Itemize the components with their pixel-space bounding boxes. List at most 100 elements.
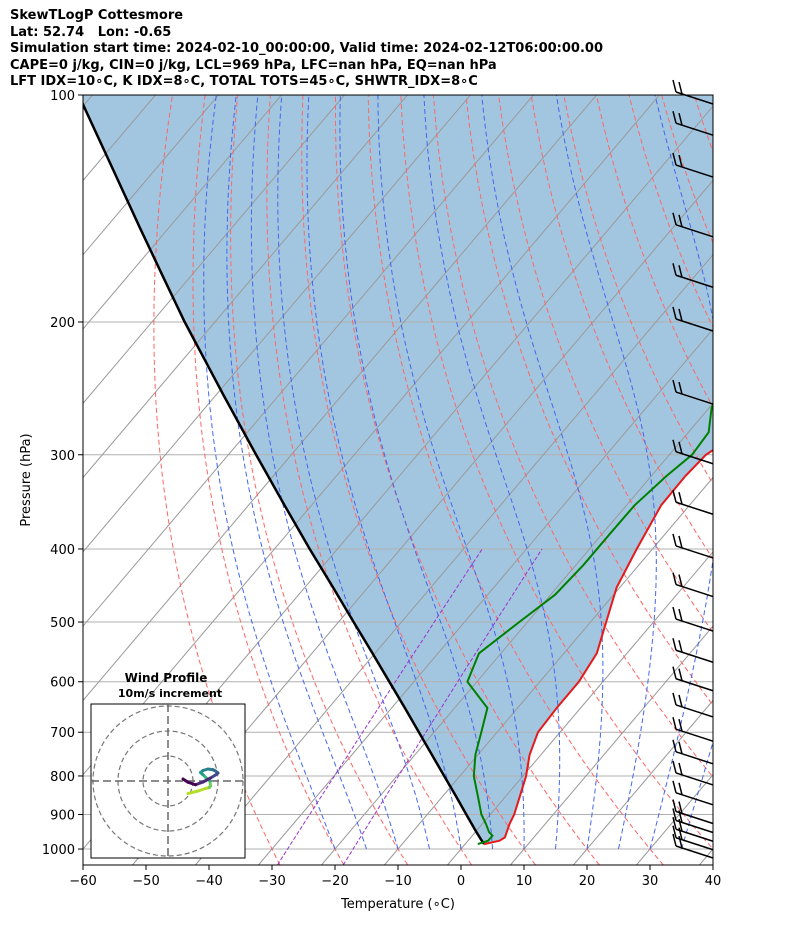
x-tick-label: −50: [132, 874, 159, 889]
wind-barb-flag: [672, 533, 677, 547]
isotherm: [762, 95, 794, 865]
moist-adiabat: [481, 95, 604, 850]
wind-barb: [672, 606, 714, 632]
wind-barb-staff: [675, 91, 714, 105]
wind-barb-staff: [675, 772, 714, 786]
wind-barb: [672, 263, 714, 288]
wind-barb-flag: [672, 808, 677, 821]
wind-barb-flag: [678, 113, 683, 126]
wind-barb-staff: [675, 501, 714, 515]
moist-adiabat: [423, 95, 561, 850]
wind-barb-flag: [678, 574, 683, 587]
wind-barb-flag: [678, 741, 683, 754]
title-indices: LFT IDX=10∘C, K IDX=8∘C, TOTAL TOTS=45∘C…: [10, 74, 478, 89]
dry-adiabat: [432, 95, 713, 778]
hodograph-segment: [181, 777, 190, 784]
x-tick-label: −30: [258, 874, 285, 889]
x-tick-label: 30: [642, 874, 659, 889]
title-times: Simulation start time: 2024-02-10_00:00:…: [10, 41, 603, 56]
isotherm: [83, 95, 219, 256]
wind-barb: [672, 692, 714, 718]
wind-barb-flag: [678, 492, 683, 505]
wind-barb: [672, 306, 714, 332]
isotherm: [573, 699, 713, 865]
wind-barb: [672, 572, 714, 598]
moist-adiabat: [277, 95, 430, 850]
wind-barb-flag: [672, 606, 677, 620]
y-tick-label: 900: [50, 809, 75, 824]
isotherm: [447, 551, 713, 865]
wind-barb-flag: [678, 835, 683, 849]
x-tick-label: −40: [195, 874, 222, 889]
wind-barb-flag: [672, 692, 677, 706]
wind-barb-flag: [678, 81, 683, 95]
wind-barb-flag: [678, 762, 683, 776]
isotherm: [510, 625, 713, 865]
wind-barb: [672, 799, 714, 825]
dry-adiabat: [465, 95, 713, 706]
dry-adiabat: [335, 95, 600, 865]
dry-adiabat: [266, 95, 473, 865]
parcel-profile-line: [83, 101, 486, 845]
cape-cin-shading: [83, 95, 713, 845]
wind-barb: [672, 717, 714, 742]
wind-barb-flag: [678, 441, 683, 454]
wind-barb: [672, 212, 714, 238]
wind-barb-flag: [672, 439, 677, 452]
wind-barb: [672, 152, 714, 178]
wind-barb-flag: [678, 154, 683, 168]
dry-adiabat: [400, 95, 713, 850]
x-tick-label: 20: [579, 874, 596, 889]
x-tick-label: 10: [516, 874, 533, 889]
title-station: SkewTLogP Cottesmore: [10, 8, 184, 23]
isotherm: [699, 848, 713, 865]
wind-barb-flag: [672, 79, 677, 93]
isotherm: [195, 253, 713, 865]
title-cape: CAPE=0 j/kg, CIN=0 j/kg, LCL=969 hPa, LF…: [10, 57, 497, 73]
wind-barb-staff: [675, 618, 714, 632]
wind-barb-flag: [672, 152, 677, 166]
dry-adiabat: [192, 95, 345, 865]
wind-barb-flag: [672, 306, 677, 320]
wind-barb-staff: [675, 318, 714, 332]
y-tick-label: 400: [50, 543, 75, 558]
wind-barb: [672, 638, 714, 663]
dry-adiabat: [367, 95, 664, 865]
isotherm: [83, 95, 534, 627]
wind-barb-staff: [675, 837, 714, 851]
wind-barb-staff: [675, 792, 714, 806]
moist-adiabat: [649, 95, 713, 850]
wind-barb-flag: [672, 780, 677, 793]
wind-barb-staff: [675, 451, 714, 465]
wind-barb: [672, 379, 714, 405]
y-tick-label: 100: [50, 89, 75, 104]
wind-barb-flag: [672, 739, 677, 752]
wind-barb-flag: [672, 212, 677, 225]
wind-barb-staff: [675, 728, 714, 742]
mixing-ratio-line: [276, 548, 483, 865]
moist-adiabat: [712, 847, 713, 849]
wind-barb-flag: [672, 717, 677, 730]
y-tick-label: 200: [50, 316, 75, 331]
wind-barb: [672, 79, 714, 105]
y-tick-label: 1000: [42, 843, 75, 858]
wind-barb-staff: [675, 678, 714, 692]
x-tick-label: 0: [457, 874, 465, 889]
dry-adiabat: [153, 95, 281, 865]
wind-barb-staff: [675, 224, 714, 238]
dry-adiabat: [530, 95, 713, 560]
wind-barb-flag: [672, 817, 677, 830]
wind-barb: [672, 760, 714, 786]
wind-barb-flag: [672, 490, 677, 503]
wind-barb-flag: [678, 214, 683, 227]
x-tick-label: 40: [705, 874, 722, 889]
moist-adiabat: [306, 95, 462, 850]
wind-barb: [672, 111, 714, 136]
wind-barb-flag: [678, 535, 683, 549]
wind-barb: [672, 533, 714, 559]
wind-barb-flag: [678, 265, 683, 278]
wind-barb: [672, 739, 714, 765]
wind-barb-staff: [675, 704, 714, 718]
wind-barb-flag: [672, 379, 677, 393]
wind-barb-flag: [672, 799, 677, 812]
